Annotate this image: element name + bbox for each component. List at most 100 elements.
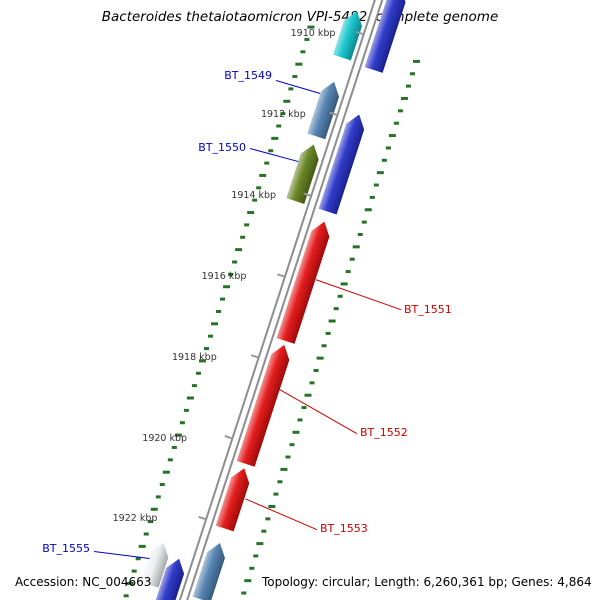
ruler-dash bbox=[275, 124, 281, 127]
ruler-dash bbox=[405, 84, 411, 87]
ruler-dash bbox=[345, 269, 351, 273]
scale-label: 1912 kbp bbox=[260, 109, 306, 121]
gene-label-BT_1549: BT_1549 bbox=[224, 69, 272, 82]
ruler-dash bbox=[239, 235, 245, 239]
ruler-dash bbox=[369, 195, 375, 199]
ruler-dash bbox=[288, 443, 294, 446]
ruler-dash bbox=[309, 381, 315, 384]
ruler-dash bbox=[123, 594, 129, 597]
ruler-dash bbox=[301, 405, 307, 409]
accession-text: Accession: NC_004663 bbox=[15, 575, 152, 589]
topology-text: Topology: circular; Length: 6,260,361 bp… bbox=[262, 575, 592, 589]
ruler-dash bbox=[243, 223, 249, 226]
ruler-dash bbox=[272, 492, 278, 495]
ruler-dash bbox=[299, 50, 305, 53]
ruler-dash bbox=[267, 149, 273, 152]
ruler-dash bbox=[191, 383, 197, 387]
scale-label: 1920 kbp bbox=[142, 432, 188, 444]
gene-label-BT_1553: BT_1553 bbox=[320, 522, 368, 535]
ruler-dash bbox=[333, 307, 339, 310]
ruler-dash bbox=[284, 455, 290, 458]
ruler-dash bbox=[255, 186, 261, 189]
ruler-dash bbox=[252, 554, 258, 557]
ruler-dash bbox=[159, 482, 165, 486]
ruler-dash bbox=[282, 99, 290, 103]
ruler-dash bbox=[246, 210, 254, 214]
gene-label-BT_1555: BT_1555 bbox=[42, 542, 90, 555]
ruler-dash bbox=[267, 504, 275, 508]
ruler-dash bbox=[313, 368, 319, 372]
ruler-dash bbox=[388, 133, 396, 137]
scale-label: 1916 kbp bbox=[201, 270, 247, 282]
ruler-dash bbox=[203, 346, 209, 350]
ruler-dash bbox=[364, 208, 372, 211]
gene-label-line bbox=[93, 551, 151, 560]
ruler-dash bbox=[409, 72, 415, 75]
ruler-dash bbox=[243, 579, 251, 582]
ruler-dash bbox=[393, 121, 399, 125]
ruler-dash bbox=[222, 285, 230, 288]
ruler-dash bbox=[376, 171, 384, 174]
gene-label-line bbox=[279, 389, 358, 435]
scale-label: 1914 kbp bbox=[231, 190, 277, 202]
ruler-dash bbox=[179, 421, 185, 424]
gene-label-line bbox=[244, 498, 318, 531]
ruler-dash bbox=[207, 334, 213, 338]
ruler-dash bbox=[294, 62, 302, 66]
ruler-dash bbox=[248, 566, 254, 570]
ruler-dash bbox=[264, 517, 270, 520]
ruler-dash bbox=[171, 445, 177, 449]
ruler-dash bbox=[373, 183, 379, 186]
ruler-dash bbox=[297, 418, 303, 421]
ruler-dash bbox=[155, 495, 161, 498]
ruler-dash bbox=[270, 136, 278, 140]
ruler-dash bbox=[240, 591, 246, 594]
ruler-dash bbox=[291, 74, 297, 78]
scale-label: 1910 kbp bbox=[290, 28, 336, 40]
ruler-dash bbox=[385, 146, 391, 149]
ruler-dash bbox=[162, 470, 170, 474]
ruler-dash bbox=[357, 232, 363, 236]
scale-label: 1918 kbp bbox=[171, 351, 217, 363]
ruler-dash bbox=[183, 408, 189, 412]
ruler-dash bbox=[210, 322, 218, 325]
ruler-dash bbox=[349, 257, 355, 261]
page-title: Bacteroides thetaiotaomicron VPI-5482, c… bbox=[101, 9, 499, 25]
ruler-dash bbox=[255, 541, 263, 545]
ruler-dash bbox=[321, 344, 327, 347]
ruler-dash bbox=[258, 173, 266, 177]
ruler-dash bbox=[195, 371, 201, 375]
ruler-dash bbox=[279, 467, 287, 471]
ruler-dash bbox=[397, 109, 403, 112]
ruler-dash bbox=[400, 96, 408, 100]
ruler-dash bbox=[316, 356, 324, 359]
ruler-dash bbox=[352, 245, 360, 248]
gene-label-BT_1551: BT_1551 bbox=[404, 303, 452, 316]
ruler-dash bbox=[186, 396, 194, 399]
ruler-dash bbox=[291, 430, 299, 434]
ruler-dash bbox=[412, 59, 420, 63]
ruler-dash bbox=[215, 309, 221, 313]
ruler-dash bbox=[219, 297, 225, 300]
ruler-dash bbox=[337, 294, 343, 298]
ruler-dash bbox=[131, 569, 137, 572]
ruler-dash bbox=[234, 247, 242, 251]
genome-backbone bbox=[163, 0, 395, 600]
ruler-dash bbox=[150, 507, 158, 511]
ruler-dash bbox=[304, 393, 312, 397]
gene-label-BT_1550: BT_1550 bbox=[198, 141, 246, 154]
ruler-dash bbox=[340, 282, 348, 285]
ruler-dash bbox=[231, 260, 237, 263]
gene-label-BT_1552: BT_1552 bbox=[360, 426, 408, 439]
ruler-dash bbox=[260, 529, 266, 533]
ruler-dash bbox=[276, 480, 282, 483]
ruler-dash bbox=[263, 161, 269, 164]
gene-label-line bbox=[315, 279, 402, 311]
ruler-dash bbox=[143, 532, 149, 535]
scale-label: 1922 kbp bbox=[112, 513, 158, 525]
gene-label-line bbox=[275, 80, 321, 95]
ruler-dash bbox=[287, 87, 293, 90]
ruler-dash bbox=[167, 458, 173, 461]
ruler-dash bbox=[361, 220, 367, 223]
